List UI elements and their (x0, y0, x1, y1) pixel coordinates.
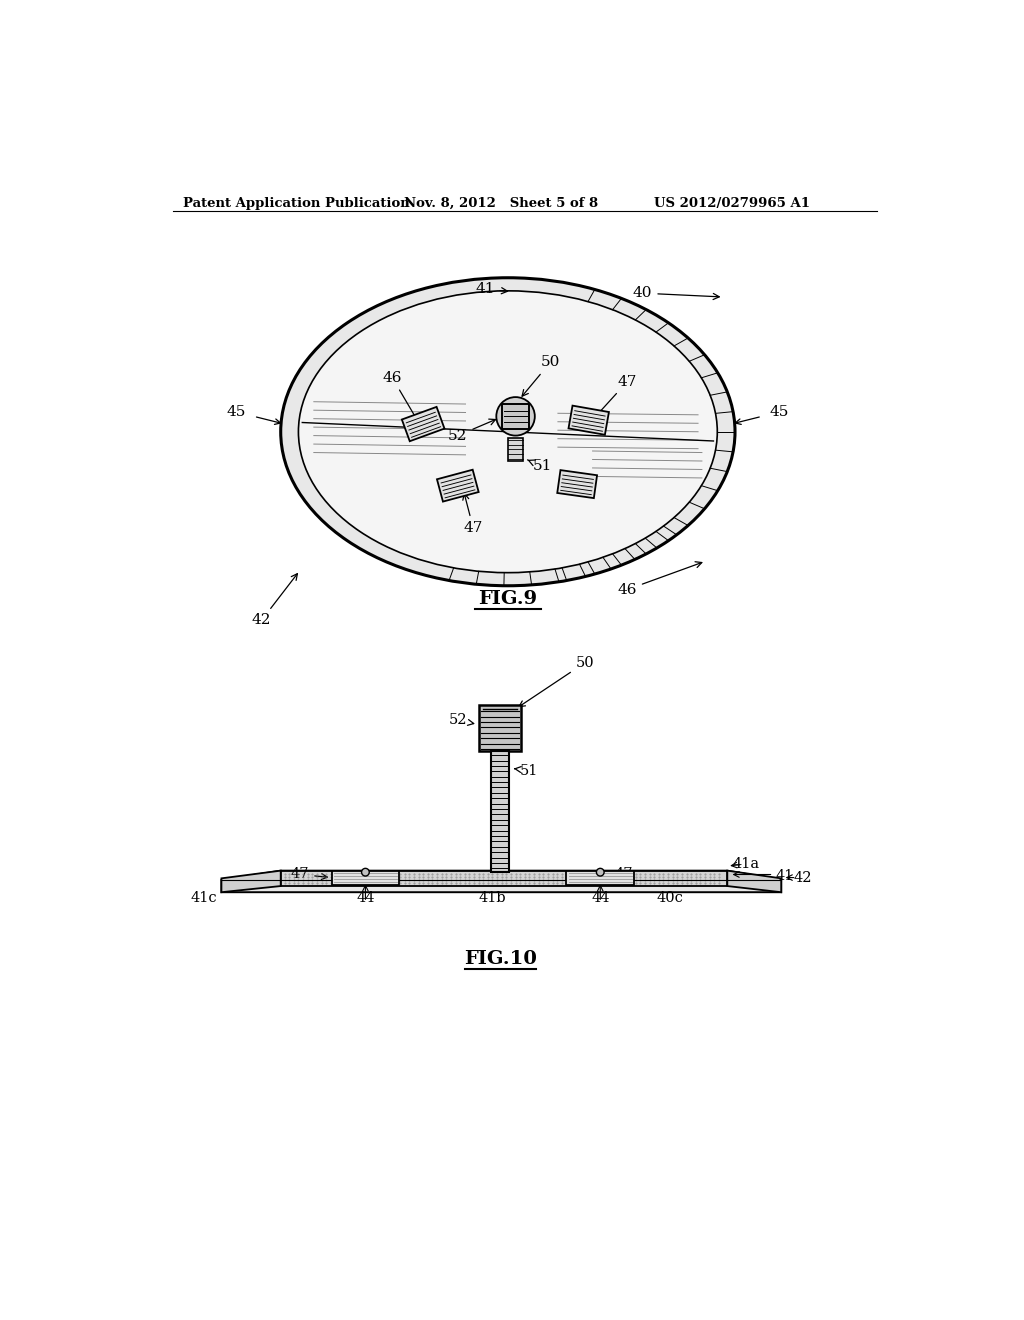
Ellipse shape (298, 290, 717, 573)
Text: 47: 47 (463, 494, 483, 535)
Text: 51: 51 (527, 459, 552, 474)
Text: Nov. 8, 2012   Sheet 5 of 8: Nov. 8, 2012 Sheet 5 of 8 (403, 197, 598, 210)
Text: 50: 50 (522, 355, 560, 396)
Text: 52: 52 (449, 714, 474, 727)
Text: 42: 42 (794, 871, 812, 884)
Text: FIG.10: FIG.10 (464, 950, 537, 968)
Text: 41: 41 (475, 282, 508, 296)
Ellipse shape (298, 290, 717, 573)
Bar (281, 871, 727, 886)
Bar (490, 751, 509, 873)
Text: 46: 46 (383, 371, 421, 426)
Bar (479, 705, 521, 751)
Bar (566, 871, 634, 884)
Text: 44: 44 (356, 891, 375, 906)
Bar (502, 404, 529, 429)
Text: 50: 50 (519, 656, 594, 706)
Text: 47: 47 (291, 867, 328, 882)
Bar (401, 407, 444, 441)
Polygon shape (221, 871, 781, 892)
Text: 52: 52 (449, 420, 496, 442)
Bar (508, 438, 523, 461)
Text: US 2012/0279965 A1: US 2012/0279965 A1 (654, 197, 810, 210)
Text: 42: 42 (252, 574, 297, 627)
Text: 47: 47 (614, 867, 633, 882)
Polygon shape (221, 871, 281, 892)
Text: 40: 40 (633, 286, 719, 300)
Text: 47: 47 (592, 375, 637, 421)
Text: 46: 46 (617, 562, 701, 597)
Bar (568, 405, 609, 434)
Text: FIG.9: FIG.9 (478, 590, 538, 607)
Circle shape (497, 397, 535, 436)
Text: 41: 41 (776, 869, 795, 883)
Text: 41c: 41c (190, 891, 217, 906)
Ellipse shape (281, 277, 735, 586)
Text: Patent Application Publication: Patent Application Publication (183, 197, 410, 210)
Text: 45: 45 (226, 405, 246, 420)
Bar (332, 871, 399, 884)
Circle shape (361, 869, 370, 876)
Bar (557, 470, 597, 498)
Bar (437, 470, 478, 502)
Text: 51: 51 (514, 763, 539, 777)
Text: 41a: 41a (733, 858, 760, 871)
Text: 45: 45 (770, 405, 790, 420)
Text: 41b: 41b (478, 891, 506, 906)
Polygon shape (727, 871, 781, 892)
Circle shape (596, 869, 604, 876)
Text: 40c: 40c (656, 891, 683, 906)
Text: 44: 44 (591, 891, 609, 906)
